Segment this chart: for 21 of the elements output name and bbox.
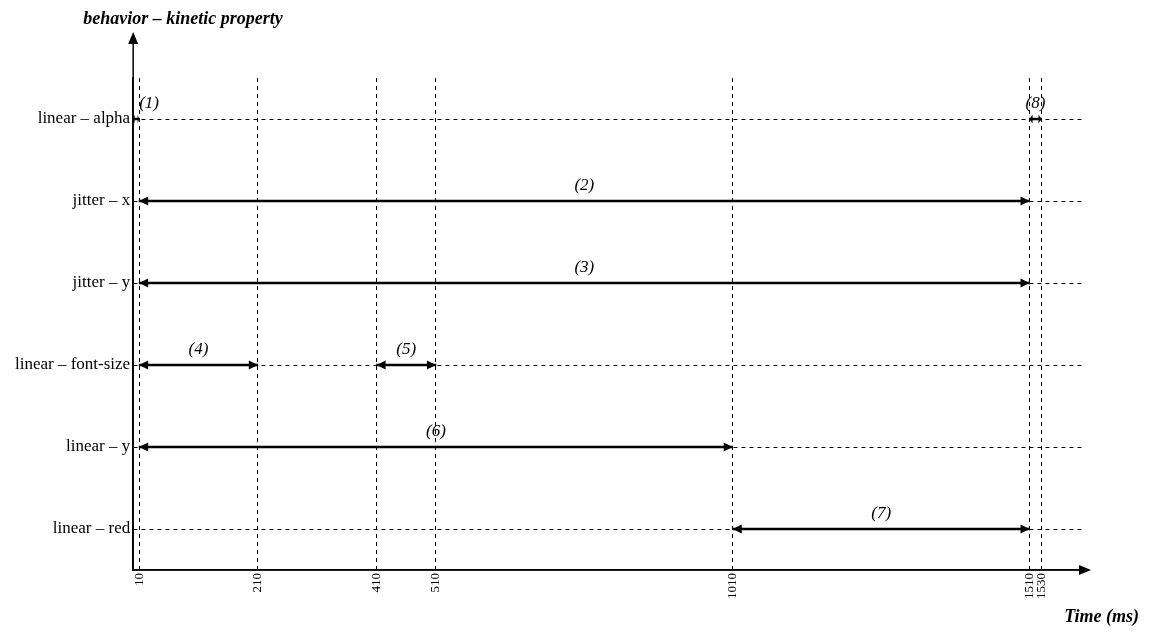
series-label: (1) xyxy=(139,92,160,112)
y-tick-label: jitter – x xyxy=(71,190,131,210)
y-tick-label: jitter – y xyxy=(71,272,131,292)
x-tick-label: 210 xyxy=(249,573,265,593)
y-axis-title: behavior – kinetic property xyxy=(83,7,284,28)
series-label: (2) xyxy=(574,174,595,194)
x-axis-title: Time (ms) xyxy=(1064,605,1139,627)
x-tick-label: 510 xyxy=(427,573,443,593)
x-tick-label: 10 xyxy=(130,573,146,586)
series-label: (7) xyxy=(871,502,892,522)
y-tick-label: linear – alpha xyxy=(37,108,131,128)
series-label: (8) xyxy=(1025,92,1046,112)
x-tick-label: 410 xyxy=(367,573,383,593)
series-label: (6) xyxy=(426,420,447,440)
y-tick-label: linear – y xyxy=(65,436,131,456)
x-tick-label: 1010 xyxy=(724,573,740,599)
series-label: (4) xyxy=(188,338,209,358)
y-tick-label: linear – font-size xyxy=(14,354,131,374)
y-tick-label: linear – red xyxy=(52,518,131,538)
series-label: (3) xyxy=(574,256,595,276)
series-label: (5) xyxy=(396,338,417,358)
